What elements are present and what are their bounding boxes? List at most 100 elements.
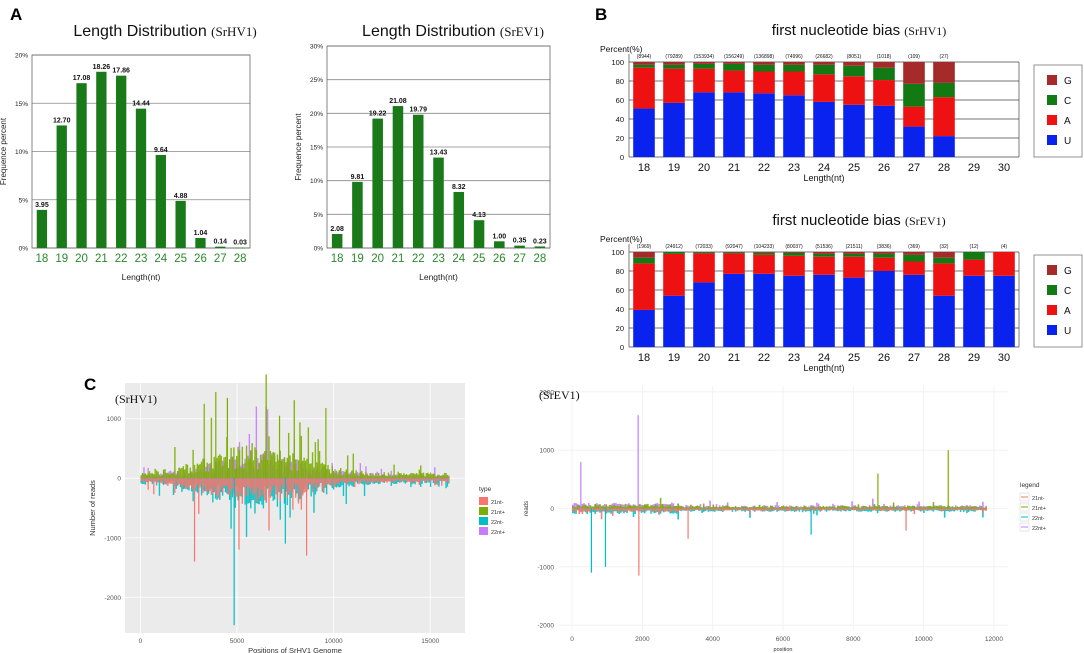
- y-tick-label: 15%: [310, 145, 323, 152]
- coverage-bar: [686, 507, 689, 509]
- coverage-bar: [980, 508, 983, 510]
- coverage-bar: [327, 478, 329, 484]
- x-tick-label: 19: [668, 162, 680, 174]
- coverage-bar: [248, 458, 251, 479]
- coverage-bar: [830, 506, 833, 509]
- coverage-bar: [734, 508, 737, 512]
- x-tick-label: 4000: [705, 636, 720, 643]
- coverage-bar: [738, 508, 740, 511]
- coverage-bar: [176, 471, 179, 479]
- coverage-bar: [369, 478, 371, 485]
- coverage-bar: [972, 506, 975, 509]
- bar-segment: [693, 252, 715, 253]
- coverage-bar: [814, 507, 817, 509]
- coverage-bar: [158, 474, 161, 479]
- y-tick-label: -1000: [537, 564, 554, 571]
- bar-segment: [663, 253, 685, 296]
- coverage-bar: [199, 478, 201, 488]
- legend-swatch: [1047, 265, 1057, 275]
- coverage-bar: [411, 473, 414, 479]
- coverage-bar: [602, 508, 604, 511]
- coverage-bar: [883, 508, 885, 511]
- coverage-bar: [884, 505, 887, 509]
- coverage-bar: [797, 507, 799, 509]
- coverage-bar: [171, 478, 173, 484]
- coverage-bar: [338, 478, 340, 485]
- bar-segment: [783, 95, 805, 157]
- coverage-bar: [573, 508, 576, 511]
- coverage-bar: [621, 506, 624, 509]
- count-label: (72033): [695, 244, 713, 250]
- coverage-bar: [424, 478, 426, 483]
- coverage-bar: [632, 505, 635, 509]
- coverage-bar: [146, 478, 148, 483]
- coverage-bar: [575, 503, 577, 509]
- coverage-bar: [346, 455, 349, 479]
- count-label: (12): [970, 244, 979, 250]
- coverage-bar: [318, 451, 321, 479]
- data-label: 14.44: [132, 101, 150, 108]
- coverage-bar: [443, 472, 446, 479]
- bar-segment: [873, 62, 895, 68]
- coverage-bar: [870, 506, 873, 509]
- coverage-bar: [803, 506, 806, 509]
- bar-segment: [633, 64, 655, 68]
- coverage-bar: [629, 508, 632, 512]
- coverage-bar: [169, 474, 172, 479]
- coverage-bar: [974, 508, 976, 511]
- coverage-bar: [953, 508, 955, 512]
- count-label: (156249): [724, 54, 744, 60]
- coverage-bar: [341, 478, 343, 486]
- coverage-bar: [959, 508, 962, 512]
- coverage-bar: [701, 507, 703, 509]
- coverage-bar: [188, 473, 190, 479]
- coverage-bar: [854, 508, 857, 511]
- data-label: 0.03: [233, 240, 247, 247]
- coverage-bar: [852, 507, 855, 509]
- bar-segment: [693, 68, 715, 93]
- coverage-bar: [932, 502, 935, 509]
- coverage-bar: [278, 478, 280, 493]
- coverage-bar: [632, 508, 635, 518]
- coverage-bar: [658, 508, 660, 515]
- coverage-bar: [978, 507, 981, 509]
- coverage-bar: [404, 475, 406, 479]
- coverage-bar: [287, 432, 290, 479]
- coverage-bar: [852, 508, 855, 511]
- coverage-bar: [140, 478, 142, 482]
- coverage-bar: [838, 505, 841, 509]
- coverage-bar: [429, 478, 432, 482]
- coverage-bar: [424, 476, 426, 479]
- coverage-bar: [696, 508, 699, 510]
- coverage-bar: [209, 478, 211, 492]
- coverage-bar: [940, 506, 943, 509]
- coverage-bar: [964, 507, 967, 509]
- coverage-bar: [365, 478, 367, 485]
- x-tick-label: 29: [968, 162, 980, 174]
- coverage-bar: [352, 478, 355, 487]
- coverage-bar: [848, 508, 850, 512]
- coverage-bar: [627, 508, 630, 511]
- coverage-bar: [913, 505, 916, 509]
- x-tick-label: 0: [139, 638, 143, 645]
- coverage-bar: [891, 507, 893, 509]
- coverage-bar: [363, 474, 366, 479]
- coverage-bar: [216, 478, 218, 496]
- coverage-bar: [730, 508, 732, 511]
- coverage-bar: [907, 505, 909, 509]
- legend-swatch: [1047, 135, 1057, 145]
- coverage-bar: [655, 504, 657, 509]
- coverage-bar: [634, 508, 636, 512]
- coverage-bar: [441, 475, 443, 479]
- coverage-bar: [584, 508, 587, 511]
- coverage-bar: [682, 506, 684, 509]
- first-nucleotide-bias-srhv1-chart: first nucleotide bias (SrHV1) Percent(%) 0…: [600, 22, 1083, 183]
- coverage-bar: [273, 478, 276, 500]
- coverage-bar: [285, 462, 287, 479]
- coverage-bar: [228, 459, 231, 479]
- coverage-bar: [282, 478, 284, 488]
- coverage-bar: [359, 472, 362, 479]
- bar: [234, 247, 246, 249]
- coverage-bar: [856, 507, 858, 509]
- coverage-bar: [207, 478, 210, 490]
